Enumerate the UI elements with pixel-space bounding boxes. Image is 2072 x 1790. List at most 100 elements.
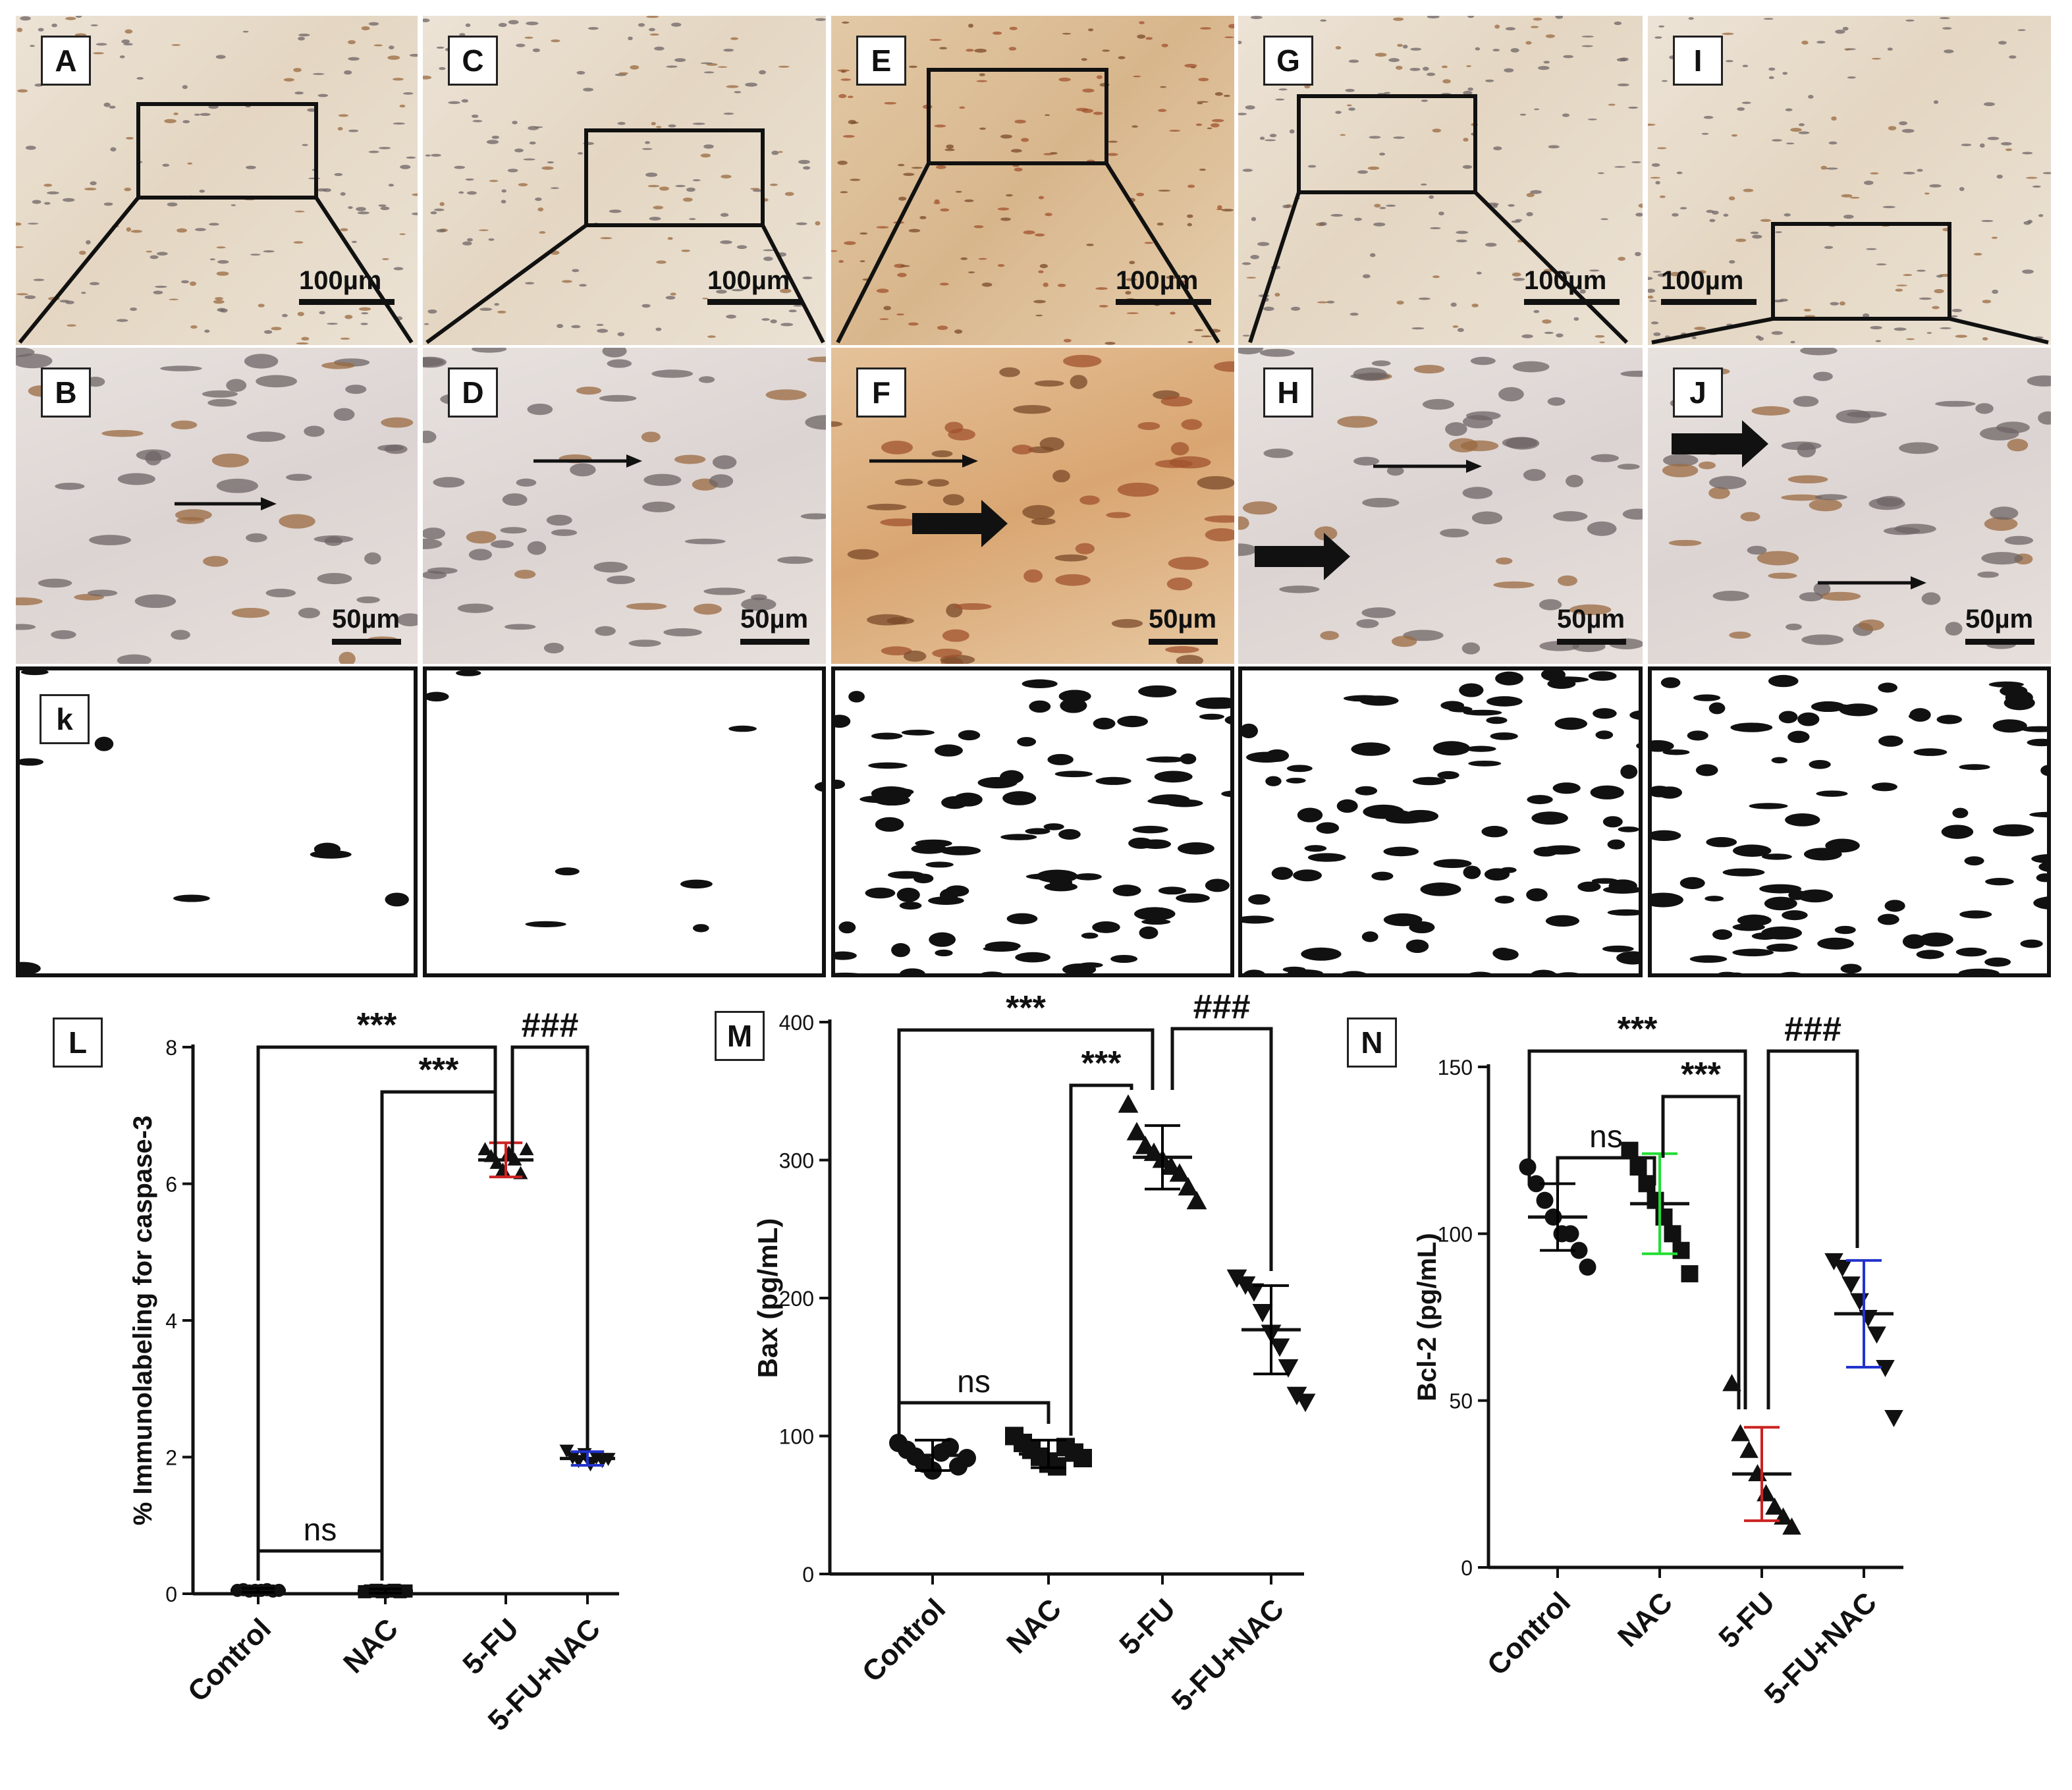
- data-point: [1252, 1304, 1273, 1323]
- panel-label-D: D: [448, 367, 498, 418]
- panel-label-L: L: [53, 1017, 103, 1068]
- comparison-bracket: [897, 1401, 1050, 1424]
- micrograph-B: B 50µm: [16, 348, 418, 664]
- data-point: [477, 1142, 493, 1156]
- significance-label: ###: [522, 1006, 579, 1044]
- data-point: [1876, 1359, 1895, 1377]
- significance-label: ns: [1589, 1120, 1623, 1154]
- y-axis-label: Bcl-2 (pg/mL): [1413, 1233, 1442, 1401]
- micrograph-bin-2: [831, 666, 1234, 977]
- panel-label-N: N: [1347, 1017, 1397, 1068]
- micrograph-I: I 100µm: [1648, 16, 2051, 345]
- data-point: [1570, 1241, 1588, 1259]
- x-tick-label-5-FU+NAC: 5-FU+NAC: [1758, 1586, 1883, 1710]
- data-point: [958, 1449, 976, 1468]
- x-tick-label-5-FU+NAC: 5-FU+NAC: [1166, 1592, 1290, 1717]
- scale-bar-label: 100µm: [707, 266, 790, 295]
- comparison-bracket: [1527, 1049, 1747, 1409]
- data-point: [1536, 1191, 1554, 1209]
- data-point: [1681, 1265, 1699, 1283]
- data-point: [519, 1142, 534, 1156]
- x-tick-label-NAC: NAC: [1000, 1592, 1068, 1660]
- x-tick-label-5-FU: 5-FU: [1113, 1592, 1182, 1661]
- panel-label-G: G: [1263, 36, 1313, 86]
- x-tick-label-5-FU: 5-FU: [456, 1612, 525, 1681]
- scale-bar-label: 100µm: [1661, 266, 1744, 295]
- data-point: [1269, 1338, 1290, 1357]
- data-point: [1722, 1374, 1741, 1392]
- micrograph-C: C 100µm: [423, 16, 826, 345]
- significance-label: ***: [1081, 1044, 1122, 1083]
- panel-label-A: A: [41, 36, 91, 86]
- data-point: [1867, 1326, 1886, 1344]
- data-point: [1629, 1158, 1647, 1176]
- micrograph-J: J 50µm: [1648, 348, 2051, 664]
- scale-bar-label: 50µm: [740, 605, 809, 634]
- x-tick-label-Control: Control: [856, 1592, 952, 1688]
- data-point: [1186, 1191, 1207, 1210]
- data-point: [1850, 1293, 1869, 1311]
- zoom-box-E: [927, 68, 1108, 165]
- data-point: [1118, 1094, 1139, 1113]
- x-tick-label-NAC: NAC: [1612, 1586, 1679, 1653]
- panel-label-E: E: [856, 36, 906, 86]
- scale-bar-label: 50µm: [1965, 605, 2034, 634]
- significance-label: ***: [357, 1006, 397, 1044]
- scale-bar: [332, 639, 401, 645]
- data-point: [1647, 1191, 1664, 1209]
- scale-bar-label: 50µm: [1557, 605, 1625, 634]
- chart-bax: 0 100 200 300 400 Bax (pg/mL) Control NAC 5-FU5-…: [752, 988, 1316, 1718]
- y-tick-label: 0: [1461, 1556, 1473, 1580]
- data-point: [1765, 1497, 1784, 1515]
- comparison-bracket: [256, 1045, 497, 1581]
- data-point: [1664, 1225, 1681, 1243]
- significance-label: ns: [304, 1513, 337, 1548]
- significance-label: ###: [1193, 988, 1251, 1026]
- data-point: [1833, 1259, 1852, 1277]
- micrograph-k: k: [16, 666, 418, 977]
- data-point: [1638, 1175, 1656, 1193]
- comparison-bracket: [1766, 1049, 1859, 1409]
- data-point: [1295, 1394, 1316, 1413]
- data-point: [1579, 1259, 1596, 1276]
- data-point: [1621, 1141, 1639, 1159]
- y-axis-label: % Immunolabeling for caspase-3: [128, 1116, 157, 1525]
- x-tick-label-Control: Control: [1481, 1586, 1577, 1681]
- comparison-bracket: [510, 1045, 589, 1449]
- significance-label: ***: [419, 1051, 459, 1089]
- scale-bar: [1524, 299, 1620, 305]
- data-point: [1655, 1208, 1673, 1226]
- micrograph-A: A 100µm: [16, 16, 418, 345]
- comparison-bracket: [380, 1090, 497, 1581]
- data-point: [1841, 1276, 1861, 1294]
- y-tick-label: 300: [779, 1149, 814, 1173]
- comparison-bracket: [897, 1028, 1155, 1442]
- micrograph-bin-1: [423, 666, 826, 977]
- panel-label-J: J: [1673, 367, 1723, 418]
- comparison-bracket: [256, 1549, 384, 1581]
- comparison-bracket: [1170, 1027, 1273, 1271]
- panel-label-I: I: [1673, 36, 1723, 86]
- significance-label: ***: [1618, 1010, 1658, 1048]
- zoom-box-I: [1771, 222, 1951, 321]
- data-point: [1672, 1241, 1690, 1259]
- data-point: [1278, 1359, 1299, 1378]
- comparison-bracket: [1069, 1083, 1133, 1436]
- chart-bcl2: 0 50 100 150 Bcl-2 (pg/mL) Control NAC 5-FU5-FU…: [1413, 1010, 1903, 1711]
- data-point: [1731, 1424, 1750, 1442]
- y-tick-label: 4: [165, 1309, 177, 1333]
- scale-bar: [299, 299, 395, 305]
- x-tick-label-5-FU: 5-FU: [1712, 1586, 1781, 1654]
- panel-label-F: F: [856, 367, 906, 418]
- data-point: [1757, 1484, 1776, 1502]
- panel-label-H: H: [1263, 367, 1313, 418]
- x-tick-label-NAC: NAC: [337, 1612, 404, 1679]
- x-tick-label-Control: Control: [182, 1612, 277, 1708]
- significance-label: ###: [1784, 1010, 1841, 1048]
- data-point: [1169, 1163, 1190, 1182]
- scale-bar: [1965, 639, 2034, 645]
- y-tick-label: 0: [802, 1563, 814, 1587]
- micrograph-bin-3: [1238, 666, 1643, 977]
- y-tick-label: 0: [165, 1583, 177, 1606]
- y-tick-label: 8: [165, 1036, 177, 1060]
